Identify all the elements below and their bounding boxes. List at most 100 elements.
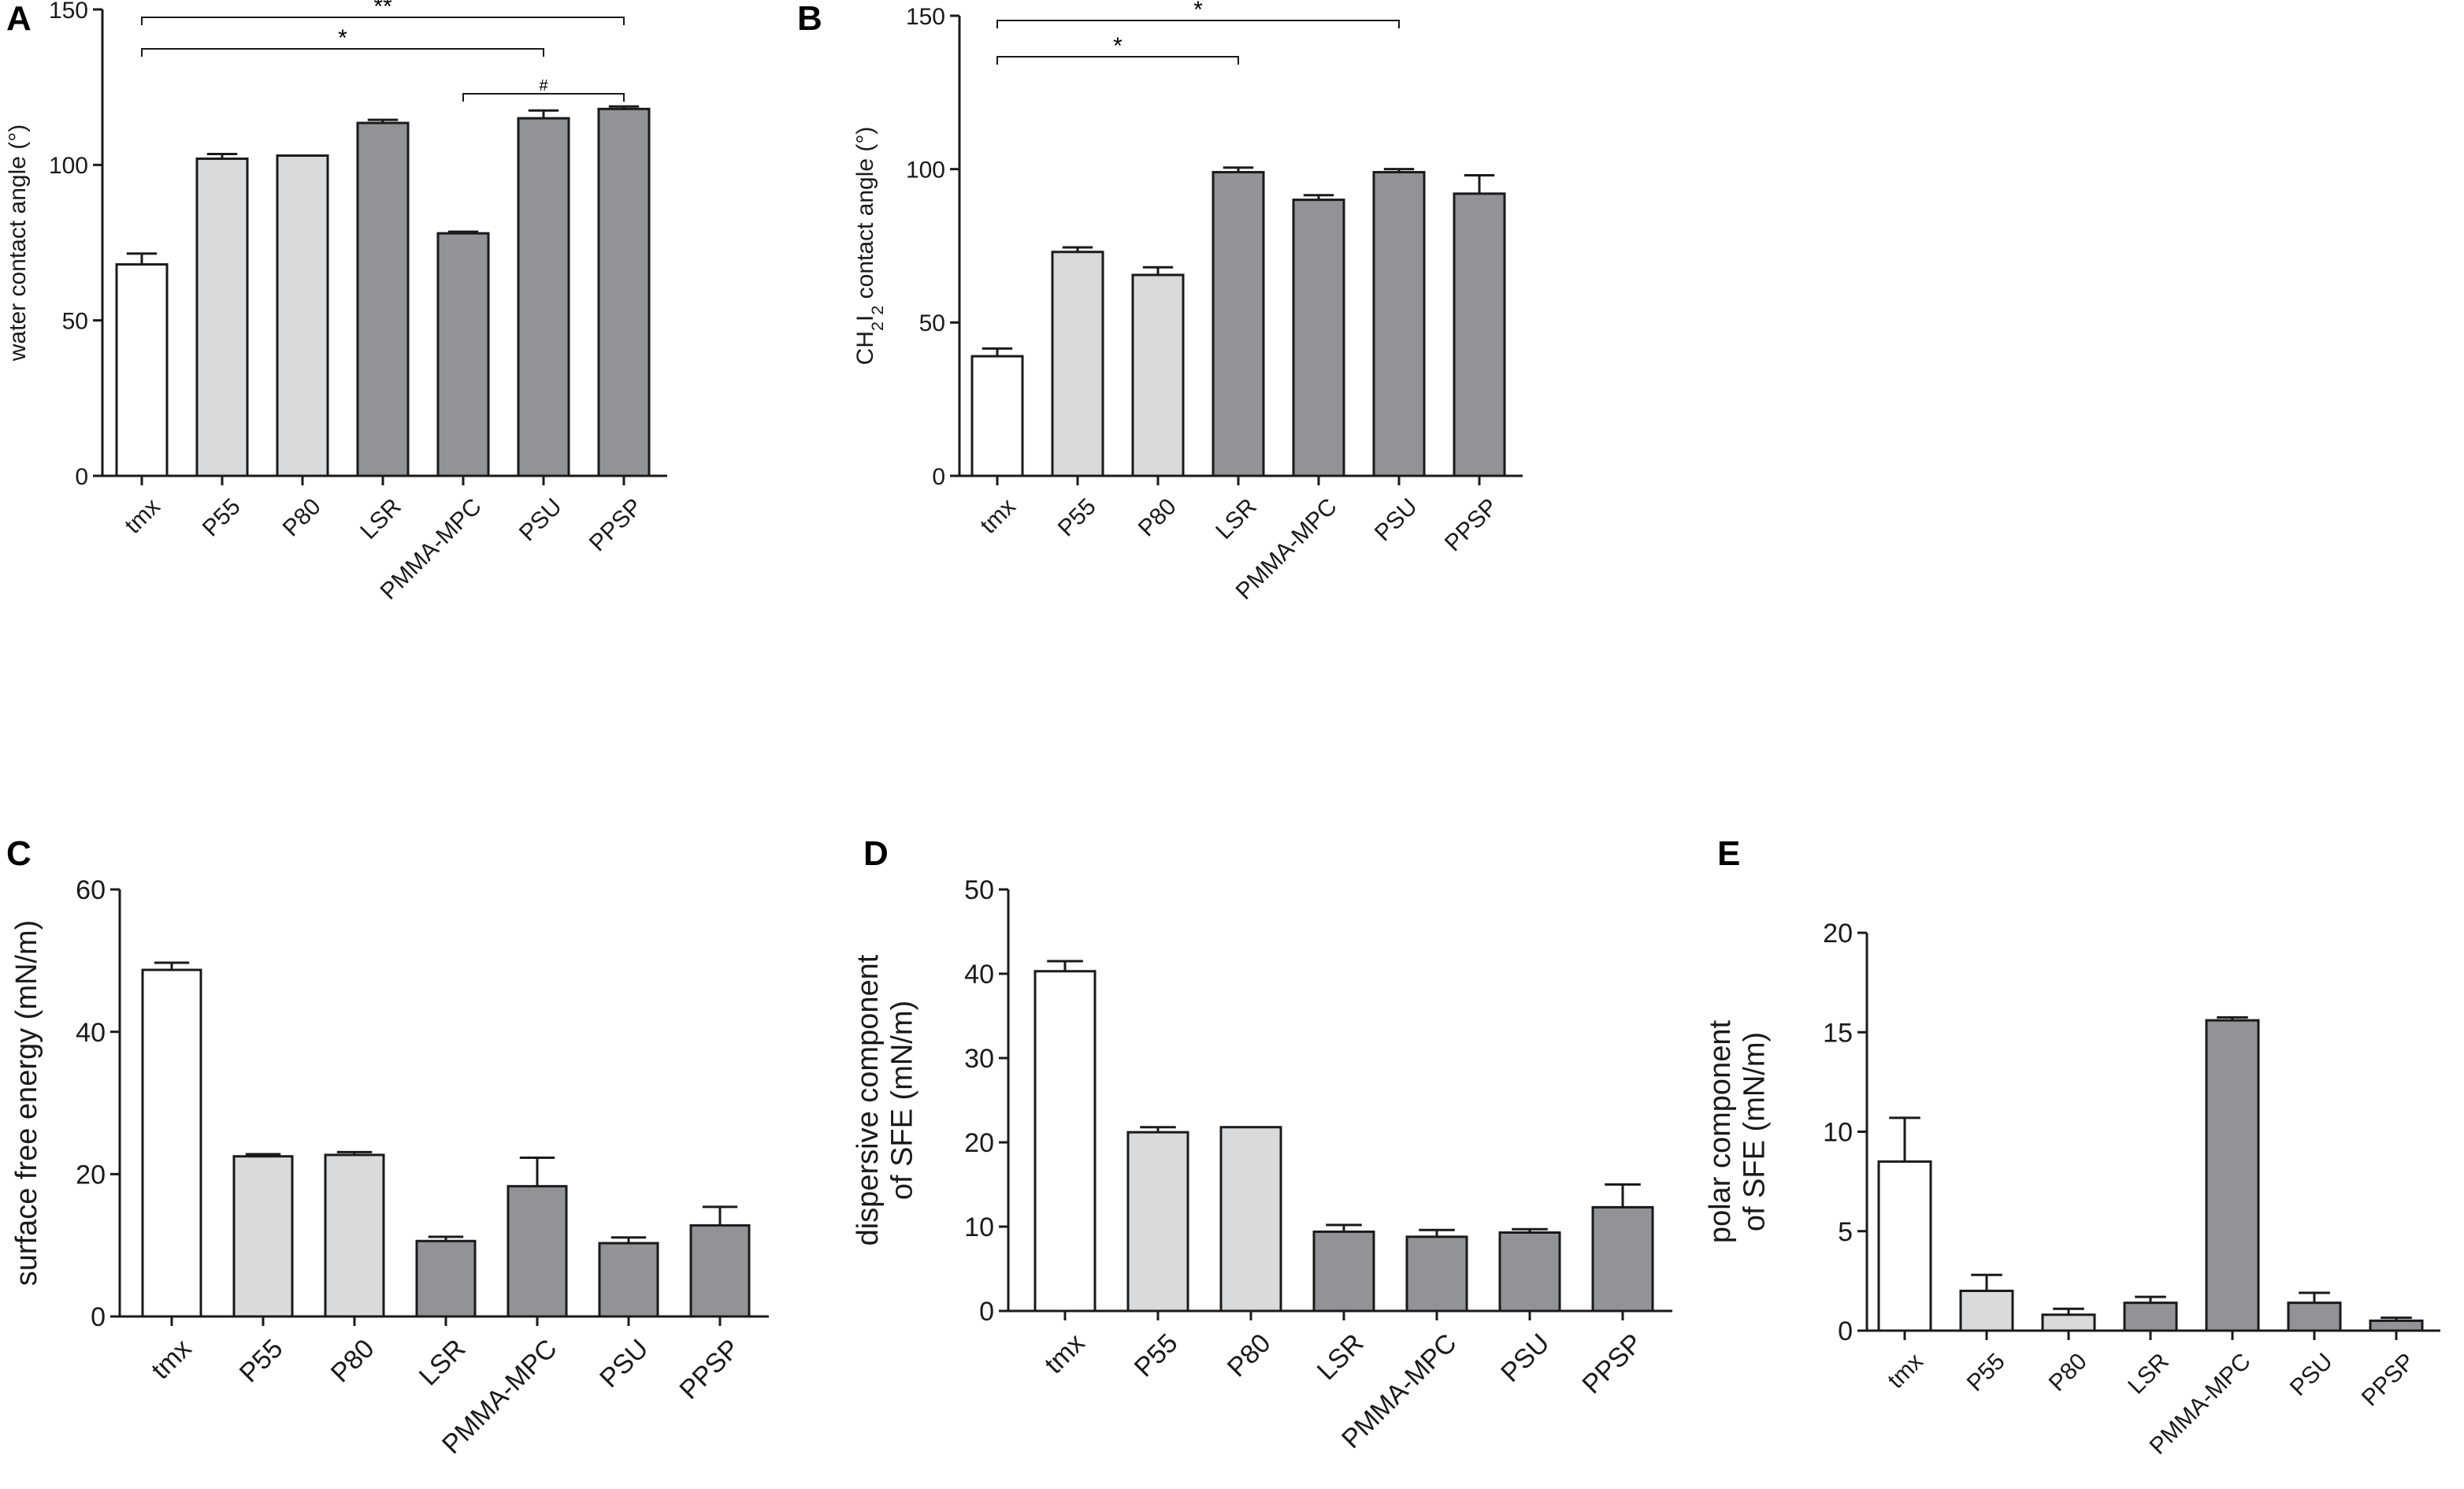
x-tick-label: P55: [1053, 493, 1101, 541]
bar-lsr: [415, 1239, 477, 1318]
x-tick-label: LSR: [414, 1334, 472, 1392]
x-tick-label: LSR: [2123, 1348, 2174, 1399]
bar-ppsp: [1591, 1205, 1654, 1313]
significance-label: *: [338, 25, 347, 51]
bar-p80: [276, 154, 329, 477]
bar-tmx: [970, 355, 1024, 477]
y-tick-label: 60: [76, 875, 106, 905]
bar-psu: [1498, 1231, 1561, 1313]
panel-letter: D: [863, 834, 889, 873]
bar-lsr: [2123, 1301, 2178, 1332]
x-tick-label: tmx: [1039, 1328, 1091, 1380]
x-tick-label: PPSP: [2357, 1348, 2420, 1411]
bar-p55: [1051, 251, 1104, 477]
significance-label: *: [1113, 33, 1123, 59]
x-tick-label: P80: [2044, 1348, 2092, 1396]
bar-lsr: [356, 121, 410, 477]
x-tick-label: PPSP: [674, 1334, 745, 1405]
panel-letter: E: [1717, 834, 1740, 873]
y-tick-label: 40: [964, 960, 994, 990]
x-tick-label: tmx: [120, 493, 165, 539]
bar-tmx: [141, 968, 202, 1318]
y-tick-label: 0: [91, 1302, 106, 1332]
significance-label: #: [539, 77, 548, 95]
x-tick-label: P80: [325, 1334, 380, 1389]
y-axis-label: water contact angle (°): [5, 124, 31, 362]
bar-psu: [2287, 1301, 2342, 1332]
bar-tmx: [115, 263, 169, 477]
x-tick-label: PPSP: [1440, 493, 1503, 556]
y-axis-label-subscript: 2: [867, 306, 887, 315]
significance-bracket: [141, 17, 625, 25]
y-tick-label: 0: [1838, 1316, 1853, 1346]
y-tick-label: 100: [49, 153, 88, 179]
bar-ppsp: [2369, 1319, 2424, 1332]
bar-ppsp: [689, 1224, 751, 1318]
x-tick-label: PPSP: [1576, 1328, 1648, 1400]
x-tick-label: tmx: [975, 493, 1021, 539]
bar-ppsp: [597, 107, 651, 477]
bar-p80: [2041, 1313, 2096, 1332]
bar-pmma-mpc: [2205, 1019, 2260, 1332]
significance-bracket: [141, 48, 544, 57]
x-tick-label: P80: [1222, 1328, 1277, 1383]
bar-p55: [195, 157, 249, 477]
bar-psu: [598, 1242, 659, 1318]
y-axis-label-line: polar component: [1704, 1020, 1737, 1244]
y-tick-label: 50: [964, 875, 994, 905]
x-tick-label: P55: [1962, 1348, 2010, 1396]
x-tick-label: tmx: [1883, 1348, 1928, 1394]
bar-lsr: [1212, 171, 1265, 477]
bar-pmma-mpc: [436, 232, 490, 477]
x-tick-label: PSU: [1495, 1328, 1555, 1388]
x-tick-label: PSU: [1370, 493, 1423, 546]
bar-pmma-mpc: [507, 1185, 568, 1318]
chart-panel-c: C 0 20 40 60 surface free energy (mN/m) tmx P55…: [6, 834, 769, 1460]
bar-p80: [1219, 1126, 1282, 1313]
bar-pmma-mpc: [1405, 1235, 1468, 1313]
y-tick-label: 150: [906, 4, 945, 30]
bar-tmx: [1877, 1160, 1932, 1332]
bar-tmx: [1033, 970, 1097, 1313]
y-tick-label: 10: [1823, 1118, 1853, 1148]
chart-panel-a: A 0 50 100 150 water contact angle (°) tmx P55 P…: [5, 0, 667, 605]
x-tick-label: PSU: [514, 493, 567, 546]
y-tick-label: 0: [932, 464, 945, 490]
significance-bracket: [996, 56, 1239, 65]
x-tick-label: LSR: [355, 493, 406, 544]
x-tick-label: tmx: [146, 1334, 198, 1386]
y-tick-label: 20: [964, 1128, 994, 1158]
bar-ppsp: [1453, 192, 1506, 477]
bar-p55: [1126, 1131, 1189, 1313]
chart-panel-d: D 0 10 20 30 40 50 dispersive component of SFE (…: [852, 834, 1672, 1454]
bar-lsr: [1312, 1230, 1375, 1313]
significance-label: *: [1193, 0, 1203, 23]
x-tick-label: PSU: [594, 1334, 654, 1394]
y-tick-label: 15: [1823, 1018, 1853, 1048]
bar-p55: [232, 1155, 294, 1318]
bar-psu: [1372, 171, 1426, 477]
significance-bracket: [996, 20, 1400, 28]
y-axis-label-part: I: [852, 315, 878, 321]
x-tick-label: PSU: [2285, 1348, 2338, 1401]
bar-psu: [517, 117, 570, 477]
x-tick-label: P80: [278, 493, 326, 541]
x-tick-label: P80: [1134, 493, 1182, 541]
y-axis-label-line: of SFE (mN/m): [886, 1001, 919, 1200]
y-tick-label: 40: [76, 1018, 106, 1048]
panel-letter: C: [6, 834, 32, 873]
y-axis-label-part: CH: [852, 331, 878, 365]
y-tick-label: 50: [62, 308, 88, 334]
y-tick-label: 5: [1838, 1217, 1853, 1247]
significance-label: **: [373, 0, 392, 20]
panel-letter: B: [797, 0, 822, 38]
y-tick-label: 0: [979, 1297, 994, 1327]
y-tick-label: 20: [76, 1160, 106, 1190]
y-tick-label: 150: [49, 0, 88, 24]
bar-p80: [1131, 273, 1185, 477]
bar-p80: [324, 1153, 385, 1318]
chart-panel-e: E 0 5 10 15 20 polar component of SFE (mN/m) tmx…: [1704, 834, 2440, 1460]
y-axis-label-subscript: 2: [867, 321, 887, 331]
